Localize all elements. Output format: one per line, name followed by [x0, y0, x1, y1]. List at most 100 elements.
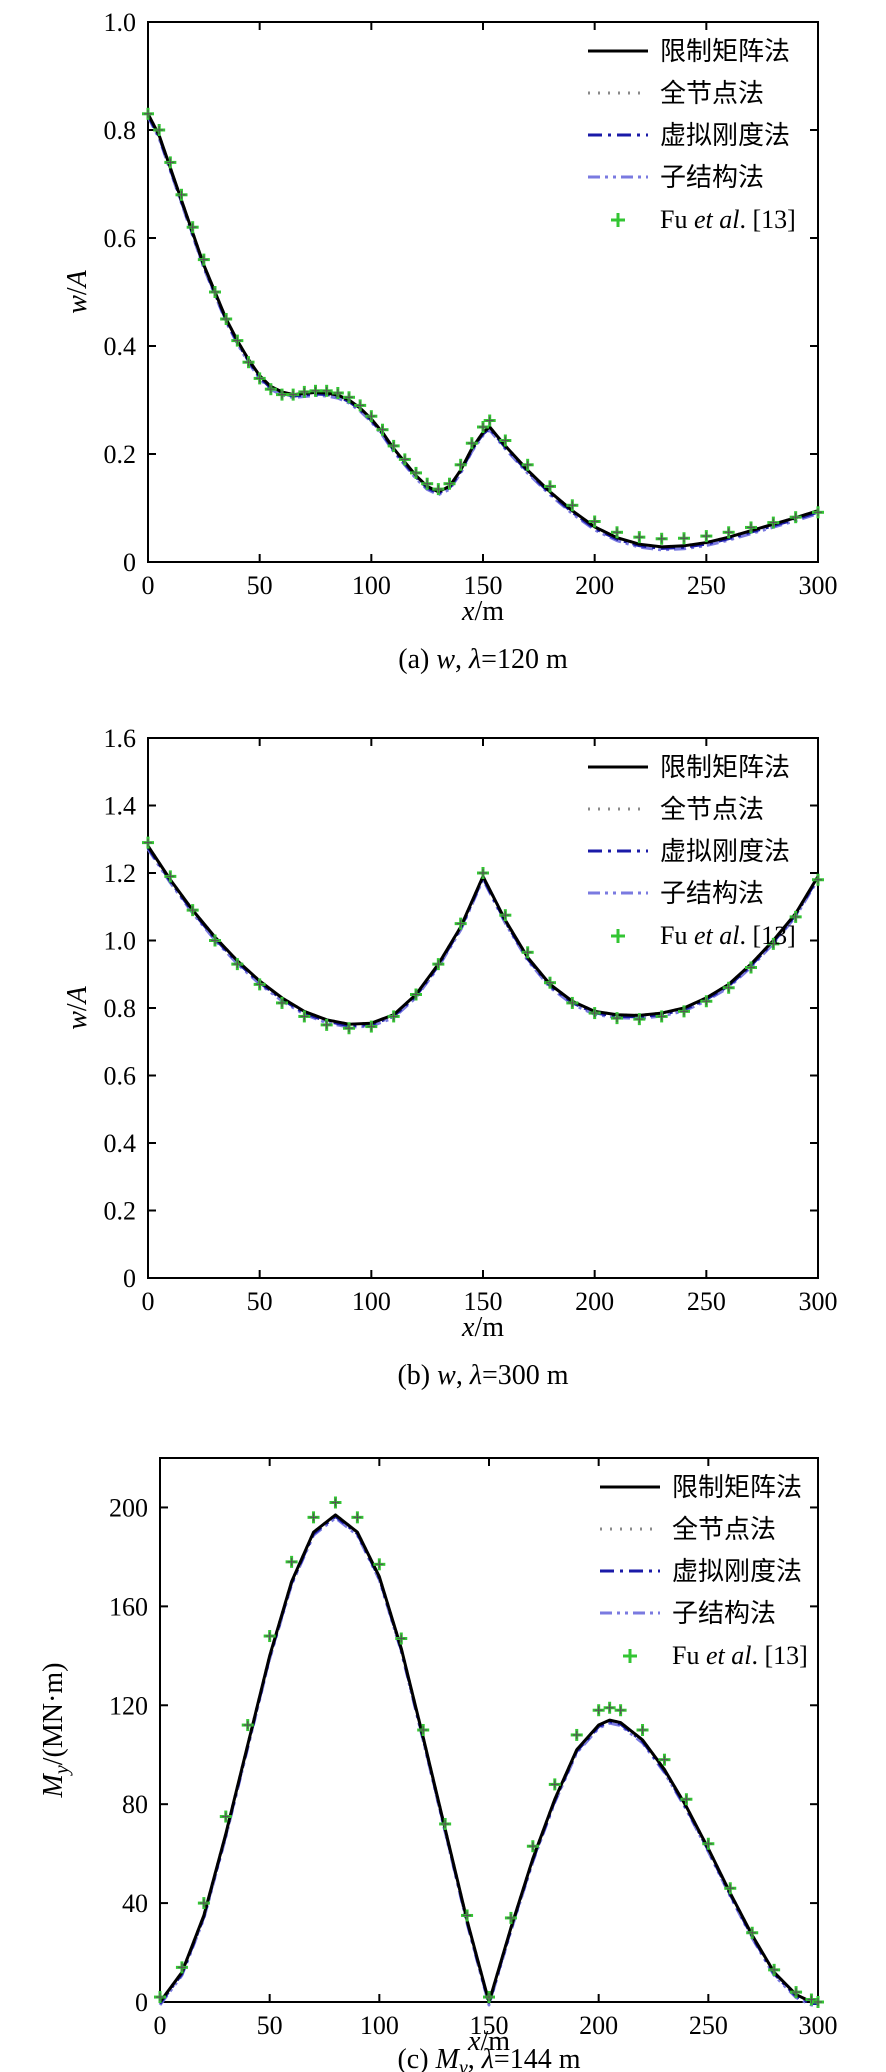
- data-point-fu: [285, 1555, 298, 1568]
- data-point-fu: [287, 388, 300, 401]
- x-axis-label: x/m: [461, 1312, 504, 1343]
- data-point-fu: [373, 1558, 386, 1571]
- y-tick-label: 1.4: [104, 792, 137, 821]
- data-point-fu: [544, 976, 556, 989]
- data-point-fu: [548, 1778, 561, 1791]
- y-tick-label: 0.4: [104, 1129, 137, 1158]
- data-point-fu: [812, 873, 824, 886]
- data-point-fu: [611, 1012, 623, 1025]
- x-tick-label: 0: [154, 2011, 167, 2040]
- data-point-fu: [154, 1991, 166, 2004]
- chart-panel-2: 0 50 100 150 200 250 300 0 0.2 0.4 0.6 0.8 1.0 1.2 1.4…: [62, 724, 838, 1391]
- x-tick-label: 150: [470, 2011, 509, 2040]
- x-tick-label: 200: [579, 2011, 618, 2040]
- y-tick-label: 0.4: [104, 332, 137, 361]
- x-tick-label: 50: [247, 1287, 273, 1316]
- data-point-fu: [461, 1909, 474, 1922]
- data-point-fu: [365, 1020, 378, 1033]
- y-tick-label: 160: [109, 1592, 148, 1621]
- data-point-fu: [592, 1704, 605, 1717]
- legend-label-rm: 限制矩阵法: [660, 753, 790, 783]
- data-point-fu: [365, 410, 378, 423]
- data-point-fu: [253, 372, 266, 385]
- data-point-fu: [680, 1793, 693, 1806]
- x-tick-label: 300: [799, 2011, 838, 2040]
- series-line-fn: [158, 1513, 818, 2004]
- chart-panel-1: 0 50 100 150 200 250 300 0 0.2 0.4 0.6 0.8 1.0 x/m w/A…: [62, 8, 838, 675]
- data-point-fu: [264, 383, 277, 396]
- legend-label-ss: 子结构法: [660, 879, 764, 909]
- data-point-fu: [812, 1996, 824, 2008]
- legend-label-vs: 虚拟刚度法: [660, 121, 790, 151]
- y-tick-label: 0.6: [104, 1062, 137, 1091]
- data-point-fu: [521, 458, 534, 471]
- data-point-fu: [343, 1022, 355, 1035]
- data-point-fu: [142, 107, 154, 120]
- x-tick-label: 0: [142, 1287, 155, 1316]
- data-point-fu: [241, 1719, 254, 1732]
- data-point-fu: [655, 532, 668, 545]
- data-point-fu: [566, 996, 579, 1009]
- data-point-fu: [197, 1897, 210, 1910]
- data-point-fu: [722, 981, 735, 994]
- data-point-fu: [700, 530, 713, 543]
- data-point-fu: [209, 286, 221, 298]
- legend-label-fn: 全节点法: [660, 79, 764, 109]
- legend-label-fu: Fu et al. [13]: [672, 1641, 808, 1670]
- data-point-fu: [658, 1753, 671, 1766]
- data-point-fu: [242, 356, 255, 369]
- data-point-fu: [376, 423, 389, 436]
- data-point-fu: [611, 526, 623, 539]
- y-tick-label: 80: [122, 1790, 148, 1819]
- x-tick-label: 100: [360, 2011, 399, 2040]
- data-point-fu: [421, 477, 434, 490]
- data-point-fu: [320, 1018, 333, 1031]
- legend-label-fu: Fu et al. [13]: [660, 205, 796, 234]
- data-point-fu: [175, 1961, 188, 1974]
- data-point-fu: [521, 946, 534, 959]
- series-line-ss: [158, 1516, 818, 2007]
- data-point-fu: [432, 483, 445, 496]
- y-tick-label: 0.6: [104, 224, 137, 253]
- data-point-fu: [789, 910, 802, 923]
- x-tick-label: 100: [352, 1287, 391, 1316]
- data-point-fu: [790, 1986, 803, 1999]
- data-point-fu: [483, 414, 496, 427]
- legend-label-ss: 子结构法: [660, 163, 764, 193]
- data-point-fu: [767, 516, 780, 529]
- data-point-fu: [603, 1701, 616, 1714]
- data-point-fu: [678, 532, 690, 545]
- x-tick-label: 50: [257, 2011, 283, 2040]
- y-axis-label: My/(MN·m): [38, 1663, 73, 1799]
- y-tick-label: 0.8: [104, 116, 137, 145]
- data-point-fu: [724, 1882, 737, 1895]
- series-line-vs: [158, 1514, 818, 2005]
- data-point-fu: [588, 1007, 601, 1020]
- data-point-fu: [398, 453, 411, 466]
- data-point-fu: [499, 434, 512, 447]
- x-tick-label: 0: [142, 571, 155, 600]
- data-point-fu: [276, 996, 288, 1009]
- data-point-fu: [768, 1963, 781, 1976]
- data-point-fu: [636, 1724, 649, 1736]
- data-point-fu: [320, 384, 333, 397]
- x-tick-label: 200: [575, 1287, 614, 1316]
- data-point-fu: [395, 1632, 408, 1645]
- data-point-fu: [153, 124, 166, 136]
- data-point-fu: [454, 458, 467, 471]
- data-point-fu: [633, 1013, 646, 1026]
- data-point-fu: [483, 1991, 495, 2004]
- data-point-fu: [432, 958, 445, 971]
- y-tick-label: 0.2: [104, 1197, 137, 1226]
- data-point-fu: [805, 1993, 818, 2006]
- y-tick-label: 0.2: [104, 440, 137, 469]
- x-tick-label: 150: [464, 1287, 503, 1316]
- x-tick-label: 50: [247, 571, 273, 600]
- data-point-fu: [655, 1010, 668, 1023]
- y-tick-label: 0: [123, 548, 136, 577]
- y-tick-label: 1.0: [104, 927, 137, 956]
- data-point-fu: [351, 1511, 364, 1524]
- panel-caption: (b) w, λ=300 m: [397, 1360, 568, 1391]
